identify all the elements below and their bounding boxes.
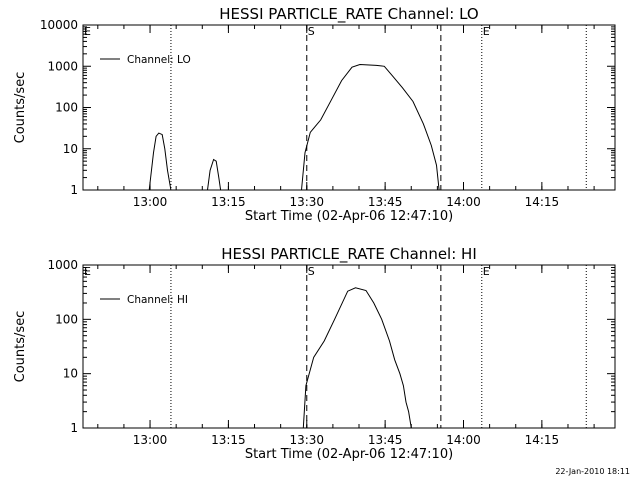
y-tick-label: 1	[70, 421, 78, 435]
y-tick-label: 100	[55, 101, 78, 115]
y-tick-label: 1000	[47, 59, 78, 73]
y-axis-label: Counts/sec	[13, 311, 28, 383]
plot-frame	[82, 24, 616, 191]
x-tick-label: 13:30	[289, 195, 324, 209]
x-axis-label: Start Time (02-Apr-06 12:47:10)	[245, 447, 453, 462]
marker-label: S	[308, 25, 315, 38]
y-tick-label: 10000	[40, 18, 78, 32]
series-line	[302, 287, 412, 429]
legend-label: Channel: HI	[127, 294, 188, 306]
x-tick-label: 14:15	[525, 433, 560, 447]
y-axis-label: Counts/sec	[13, 72, 28, 144]
x-tick-label: 13:15	[211, 195, 246, 209]
footer-timestamp: 22-Jan-2010 18:11	[555, 467, 630, 476]
x-tick-label: 13:15	[211, 433, 246, 447]
marker-label: S	[308, 265, 315, 278]
x-tick-label: 14:15	[525, 195, 560, 209]
y-tick-label: 10	[63, 142, 78, 156]
chart-title: HESSI PARTICLE_RATE Channel: HI	[221, 245, 477, 264]
x-axis-label: Start Time (02-Apr-06 12:47:10)	[245, 209, 453, 224]
y-tick-label: 1	[70, 183, 78, 197]
marker-label: E	[483, 265, 490, 278]
legend-label: Channel: LO	[127, 54, 191, 66]
x-tick-label: 14:00	[446, 195, 481, 209]
x-tick-label: 13:45	[368, 433, 403, 447]
series-line	[148, 63, 440, 191]
x-tick-label: 14:00	[446, 433, 481, 447]
x-tick-label: 13:00	[133, 195, 168, 209]
marker-label: E	[483, 25, 490, 38]
panel-hi: HESSI PARTICLE_RATE Channel: HI 13:00 13:1…	[13, 245, 616, 462]
x-tick-label: 13:30	[289, 433, 324, 447]
y-tick-label: 100	[55, 312, 78, 326]
chart-title: HESSI PARTICLE_RATE Channel: LO	[219, 5, 478, 24]
plot-frame	[82, 264, 616, 429]
marker-label: E	[84, 265, 91, 278]
x-tick-label: 13:45	[368, 195, 403, 209]
y-tick-label: 10	[63, 367, 78, 381]
marker-label: E	[84, 25, 91, 38]
y-tick-label: 1000	[47, 258, 78, 272]
x-tick-label: 13:00	[133, 433, 168, 447]
panel-lo: HESSI PARTICLE_RATE Channel: LO 13:00 13:1…	[13, 5, 616, 224]
